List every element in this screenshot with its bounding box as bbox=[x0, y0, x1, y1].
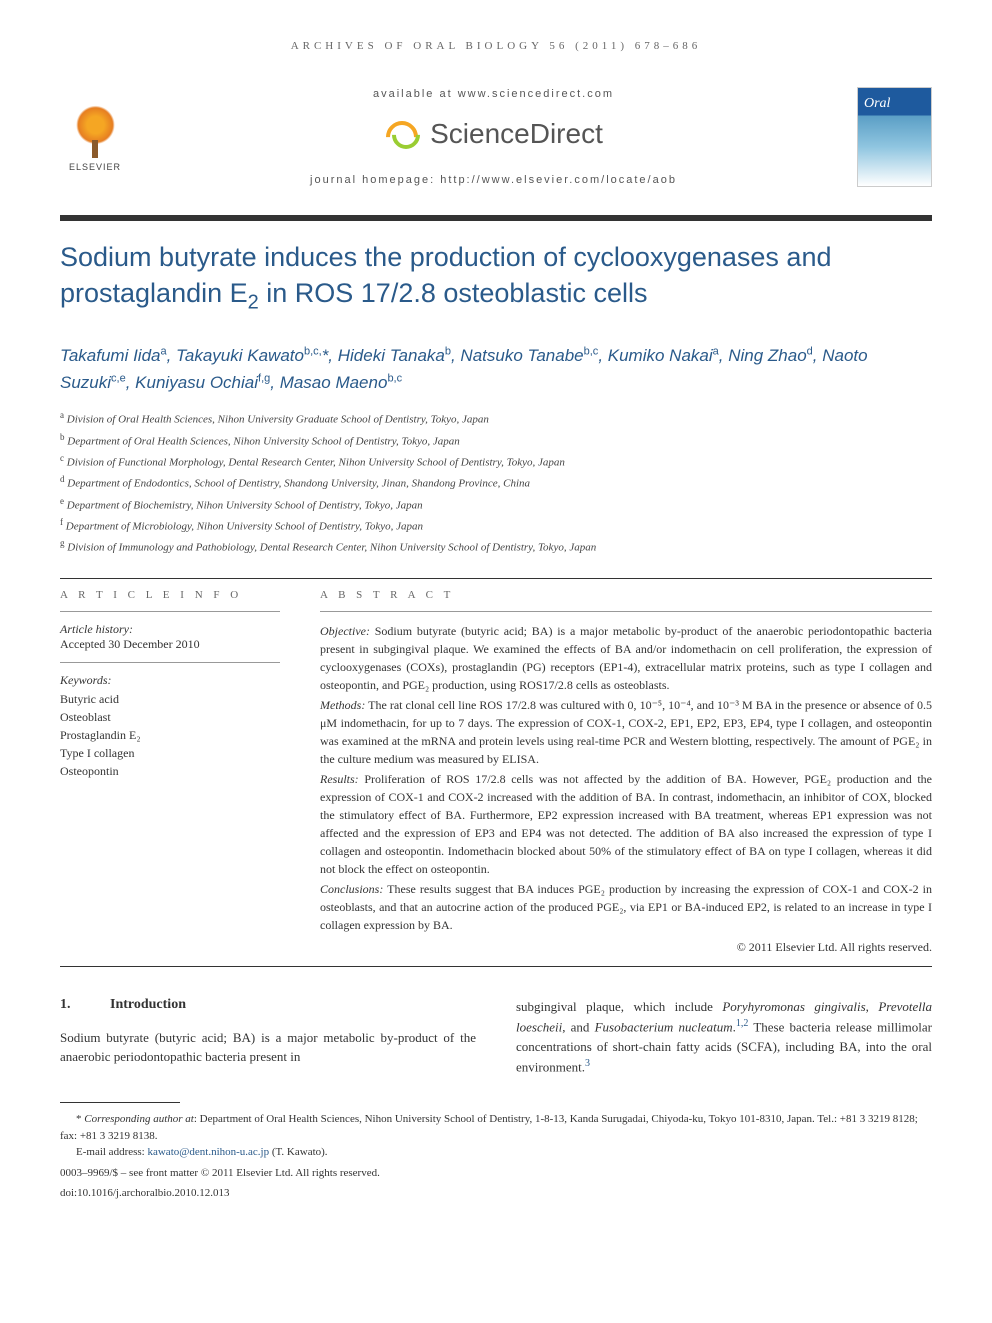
issn-line: 0003–9969/$ – see front matter © 2011 El… bbox=[60, 1165, 932, 1182]
objective-label: Objective: bbox=[320, 624, 370, 638]
title-post: in ROS 17/2.8 osteoblastic cells bbox=[259, 278, 648, 308]
authors-list: Takafumi Iidaa, Takayuki Kawatob,c,*, Hi… bbox=[60, 342, 932, 396]
available-at: available at www.sciencedirect.com bbox=[130, 88, 857, 100]
affiliation: g Division of Immunology and Pathobiolog… bbox=[60, 536, 932, 557]
intro-right-column: subgingival plaque, which include Poryhy… bbox=[516, 997, 932, 1078]
abstract-label: A B S T R A C T bbox=[320, 589, 932, 601]
intro-heading: 1.Introduction bbox=[60, 997, 476, 1013]
article-info-label: A R T I C L E I N F O bbox=[60, 589, 280, 601]
intro-section: 1.Introduction Sodium butyrate (butyric … bbox=[60, 997, 932, 1078]
affiliations-list: a Division of Oral Health Sciences, Niho… bbox=[60, 408, 932, 557]
sciencedirect-text: ScienceDirect bbox=[430, 118, 603, 150]
conclusions-text: These results suggest that BA induces PG… bbox=[320, 882, 932, 932]
doi-line: doi:10.1016/j.archoralbio.2010.12.013 bbox=[60, 1185, 932, 1202]
footnote-divider bbox=[60, 1102, 180, 1103]
ref-link-3[interactable]: 3 bbox=[585, 1058, 590, 1069]
affiliation: e Department of Biochemistry, Nihon Univ… bbox=[60, 494, 932, 515]
methods-text: The rat clonal cell line ROS 17/2.8 was … bbox=[320, 698, 932, 766]
keyword: Osteoblast bbox=[60, 708, 280, 726]
email-footnote: E-mail address: kawato@dent.nihon-u.ac.j… bbox=[60, 1144, 932, 1161]
email-label: E-mail address: bbox=[76, 1146, 147, 1158]
divider-top bbox=[60, 578, 932, 579]
copyright: © 2011 Elsevier Ltd. All rights reserved… bbox=[320, 938, 932, 956]
affiliation: c Division of Functional Morphology, Den… bbox=[60, 451, 932, 472]
elsevier-label: ELSEVIER bbox=[69, 162, 121, 172]
corr-label: Corresponding author at bbox=[84, 1113, 194, 1125]
species-1: Poryhyromonas gingivalis bbox=[722, 999, 865, 1014]
affiliation: d Department of Endodontics, School of D… bbox=[60, 472, 932, 493]
intro-left-column: 1.Introduction Sodium butyrate (butyric … bbox=[60, 997, 476, 1078]
results-label: Results: bbox=[320, 772, 359, 786]
journal-homepage[interactable]: journal homepage: http://www.elsevier.co… bbox=[130, 174, 857, 186]
article-title: Sodium butyrate induces the production o… bbox=[60, 239, 932, 317]
keywords-label: Keywords: bbox=[60, 673, 280, 688]
divider-bottom bbox=[60, 966, 932, 967]
elsevier-logo[interactable]: ELSEVIER bbox=[60, 95, 130, 180]
conclusions-label: Conclusions: bbox=[320, 882, 383, 896]
history-value: Accepted 30 December 2010 bbox=[60, 637, 280, 652]
intro-text-left: Sodium butyrate (butyric acid; BA) is a … bbox=[60, 1028, 476, 1067]
corresponding-author-footnote: * Corresponding author at: Department of… bbox=[60, 1111, 932, 1144]
title-sub: 2 bbox=[248, 292, 259, 314]
history-label: Article history: bbox=[60, 622, 280, 637]
journal-cover-thumbnail[interactable] bbox=[857, 87, 932, 187]
affiliation: f Department of Microbiology, Nihon Univ… bbox=[60, 515, 932, 536]
abstract-text: Objective: Sodium butyrate (butyric acid… bbox=[320, 622, 932, 956]
results-text: Proliferation of ROS 17/2.8 cells was no… bbox=[320, 772, 932, 876]
abstract-divider bbox=[320, 611, 932, 612]
section-number: 1. bbox=[60, 997, 110, 1013]
article-info-column: A R T I C L E I N F O Article history: A… bbox=[60, 589, 280, 956]
email-link[interactable]: kawato@dent.nihon-u.ac.jp bbox=[147, 1146, 269, 1158]
methods-label: Methods: bbox=[320, 698, 365, 712]
affiliation: a Division of Oral Health Sciences, Niho… bbox=[60, 408, 932, 429]
keyword: Butyric acid bbox=[60, 690, 280, 708]
elsevier-tree-icon bbox=[68, 103, 123, 158]
center-header: available at www.sciencedirect.com Scien… bbox=[130, 88, 857, 186]
sciencedirect-swoosh-icon bbox=[384, 119, 424, 149]
keyword: Type I collagen bbox=[60, 744, 280, 762]
affiliation: b Department of Oral Health Sciences, Ni… bbox=[60, 430, 932, 451]
ref-link-12[interactable]: 1,2 bbox=[736, 1018, 749, 1029]
intro-text-right: subgingival plaque, which include Poryhy… bbox=[516, 997, 932, 1078]
email-suffix: (T. Kawato). bbox=[269, 1146, 327, 1158]
species-3: Fusobacterium nucleatum bbox=[595, 1019, 733, 1034]
abstract-column: A B S T R A C T Objective: Sodium butyra… bbox=[320, 589, 932, 956]
intro-pre: subgingival plaque, which include bbox=[516, 999, 722, 1014]
info-divider-2 bbox=[60, 662, 280, 663]
objective-text: Sodium butyrate (butyric acid; BA) is a … bbox=[320, 624, 932, 692]
info-abstract-row: A R T I C L E I N F O Article history: A… bbox=[60, 589, 932, 956]
header-box: ELSEVIER available at www.sciencedirect.… bbox=[60, 77, 932, 207]
info-divider-1 bbox=[60, 611, 280, 612]
title-bar bbox=[60, 215, 932, 221]
keyword: Osteopontin bbox=[60, 762, 280, 780]
journal-reference: ARCHIVES OF ORAL BIOLOGY 56 (2011) 678–6… bbox=[60, 40, 932, 52]
sciencedirect-logo[interactable]: ScienceDirect bbox=[384, 118, 603, 150]
section-title: Introduction bbox=[110, 997, 186, 1012]
keyword: Prostaglandin E₂ bbox=[60, 726, 280, 744]
keywords-list: Butyric acidOsteoblastProstaglandin E₂Ty… bbox=[60, 690, 280, 780]
